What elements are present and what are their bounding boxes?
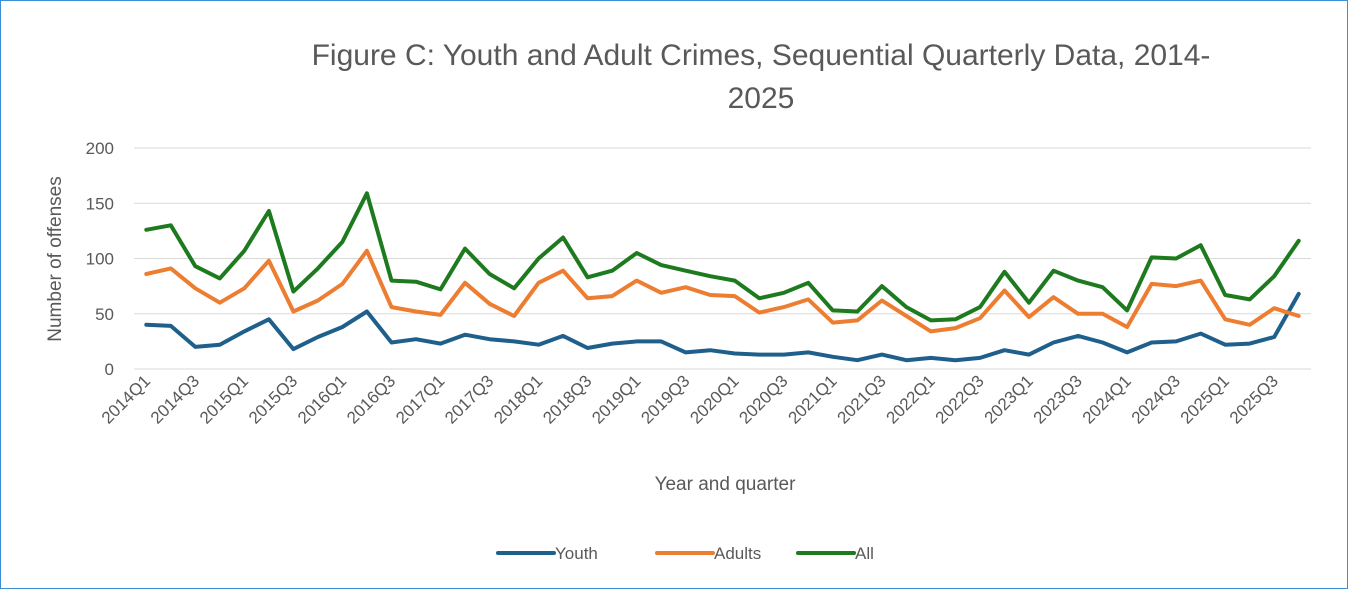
chart-title-line-1: Figure C: Youth and Adult Crimes, Sequen… [312, 39, 1211, 72]
x-tick-label-2019Q1: 2019Q1 [588, 371, 644, 427]
legend-label-youth: Youth [555, 544, 598, 563]
x-tick-label-2019Q3: 2019Q3 [637, 371, 693, 427]
x-tick-label-2022Q3: 2022Q3 [932, 371, 988, 427]
x-tick-label-2017Q3: 2017Q3 [441, 371, 497, 427]
x-tick-label-2021Q3: 2021Q3 [833, 371, 889, 427]
x-axis-title: Year and quarter [655, 474, 797, 495]
x-tick-label-2018Q3: 2018Q3 [539, 371, 595, 427]
y-tick-label-150: 150 [86, 194, 114, 213]
x-tick-label-2015Q3: 2015Q3 [245, 371, 301, 427]
x-tick-label-2021Q1: 2021Q1 [784, 371, 840, 427]
x-tick-label-2025Q1: 2025Q1 [1177, 371, 1233, 427]
y-tick-label-50: 50 [95, 305, 114, 324]
series-line-adults [144, 248, 1301, 334]
gridlines [134, 147, 1311, 370]
chart-title-line-2: 2025 [728, 82, 795, 115]
x-tick-label-2020Q3: 2020Q3 [735, 371, 791, 427]
legend: Youth Adults All [496, 544, 874, 563]
x-tick-label-2014Q3: 2014Q3 [147, 371, 203, 427]
x-tick-label-2015Q1: 2015Q1 [196, 371, 252, 427]
y-tick-label-0: 0 [105, 360, 114, 379]
series-line-all [144, 191, 1301, 323]
x-tick-label-2025Q3: 2025Q3 [1226, 371, 1282, 427]
legend-label-all: All [855, 544, 874, 563]
y-tick-label-100: 100 [86, 250, 114, 269]
x-tick-label-2016Q3: 2016Q3 [343, 371, 399, 427]
y-axis-ticks: 0 50 100 150 200 [86, 139, 114, 379]
y-axis-title: Number of offenses [45, 176, 66, 341]
x-tick-label-2016Q1: 2016Q1 [294, 371, 350, 427]
x-tick-label-2024Q3: 2024Q3 [1128, 371, 1184, 427]
x-tick-label-2018Q1: 2018Q1 [490, 371, 546, 427]
legend-label-adults: Adults [714, 544, 761, 563]
series-line-youth [144, 291, 1301, 363]
series-lines [144, 191, 1301, 363]
x-axis-ticks: 2014Q12014Q32015Q12015Q32016Q12016Q32017… [98, 371, 1282, 427]
x-tick-label-2024Q1: 2024Q1 [1079, 371, 1135, 427]
y-tick-label-200: 200 [86, 139, 114, 158]
x-tick-label-2014Q1: 2014Q1 [98, 371, 154, 427]
x-tick-label-2020Q1: 2020Q1 [686, 371, 742, 427]
x-tick-label-2023Q3: 2023Q3 [1030, 371, 1086, 427]
x-tick-label-2017Q1: 2017Q1 [392, 371, 448, 427]
x-tick-label-2023Q1: 2023Q1 [981, 371, 1037, 427]
x-tick-label-2022Q1: 2022Q1 [883, 371, 939, 427]
